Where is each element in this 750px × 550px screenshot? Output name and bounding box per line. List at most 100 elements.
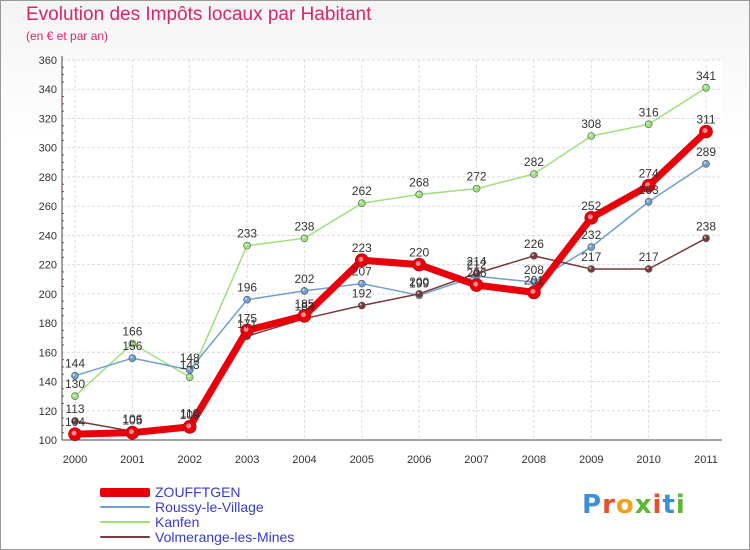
data-point-marker (128, 354, 137, 362)
data-point-marker (644, 265, 653, 273)
data-point (358, 279, 366, 288)
data-point-highlight (587, 214, 593, 220)
y-tick-label: 360 (39, 55, 57, 67)
x-tick-label: 2005 (350, 454, 374, 466)
data-label: 223 (352, 241, 372, 255)
x-tick-label: 2007 (464, 454, 488, 466)
x-tick-label: 2002 (177, 454, 201, 466)
data-point (355, 253, 369, 268)
data-label: 105 (122, 414, 142, 428)
data-point (587, 243, 596, 251)
data-label: 316 (639, 105, 659, 119)
data-label: 212 (467, 257, 487, 271)
data-label: 272 (467, 170, 487, 184)
data-point-highlight (645, 182, 651, 188)
data-point-marker (243, 241, 251, 250)
data-point-highlight (72, 393, 76, 397)
data-label: 110 (180, 406, 199, 420)
data-label: 263 (639, 183, 659, 197)
data-label: 208 (524, 263, 544, 277)
data-point-highlight (359, 281, 363, 284)
legend-label: Volmerange-les-Mines (155, 529, 295, 545)
data-label: 220 (409, 246, 429, 260)
data-point-marker (185, 373, 194, 381)
data-label: 233 (237, 227, 257, 241)
data-point-marker (530, 252, 538, 260)
y-tick-label: 320 (39, 113, 57, 125)
data-label: 289 (696, 145, 716, 159)
data-label: 268 (409, 175, 429, 189)
data-label: 274 (639, 167, 659, 181)
data-label: 206 (467, 266, 487, 280)
data-point-highlight (531, 171, 535, 175)
data-point (358, 301, 366, 310)
y-tick-label: 260 (39, 201, 57, 213)
y-tick-label: 100 (39, 435, 57, 447)
data-point-highlight (244, 243, 248, 246)
data-point-highlight (530, 288, 536, 294)
data-point-highlight (72, 373, 76, 376)
data-point (472, 269, 481, 278)
data-point-marker (300, 234, 309, 243)
series-line-roussy-le-village (74, 163, 707, 377)
data-point-highlight (473, 281, 479, 287)
data-label: 308 (581, 117, 601, 131)
data-point (587, 132, 596, 140)
data-label: 113 (65, 402, 84, 416)
data-point-marker (472, 184, 481, 193)
y-tick-label: 180 (39, 318, 57, 330)
data-point-marker (415, 190, 423, 199)
logo-letter: P (582, 490, 603, 520)
legend-swatch (100, 536, 150, 538)
data-label: 185 (294, 297, 314, 311)
data-label: 201 (524, 273, 544, 287)
x-tick-label: 2000 (63, 454, 87, 466)
data-label: 104 (65, 415, 85, 429)
data-point (472, 184, 481, 193)
y-tick-label: 240 (39, 230, 57, 242)
data-label: 232 (581, 228, 601, 242)
plot-area (62, 60, 722, 440)
data-label: 143 (180, 358, 200, 372)
data-point (68, 427, 82, 441)
data-label: 109 (180, 408, 200, 422)
data-point (182, 420, 197, 434)
data-point-highlight (415, 261, 421, 267)
data-label: 226 (524, 237, 544, 251)
data-point (699, 124, 713, 139)
data-point (128, 354, 137, 362)
data-point-highlight (589, 244, 592, 248)
data-point-marker (243, 295, 251, 304)
y-tick-label: 200 (39, 289, 57, 301)
data-point-highlight (128, 429, 134, 435)
data-point-highlight (244, 297, 248, 300)
data-point-highlight (302, 236, 305, 239)
legend-swatch (100, 487, 150, 497)
data-label: 217 (581, 250, 601, 264)
x-tick-label: 2003 (235, 454, 259, 466)
data-point (300, 234, 309, 243)
data-point-marker (644, 120, 653, 129)
data-label: 166 (122, 325, 142, 339)
x-tick-label: 2009 (579, 454, 603, 466)
data-point (128, 339, 137, 348)
data-label: 171 (237, 317, 257, 331)
data-point (587, 265, 596, 273)
data-point (240, 323, 254, 338)
x-tick-label: 2008 (522, 454, 546, 466)
data-point-highlight (646, 199, 649, 202)
data-label: 106 (122, 412, 142, 426)
data-point (644, 197, 653, 206)
data-point (71, 417, 79, 425)
data-point (530, 252, 538, 260)
data-label: 200 (409, 275, 429, 289)
data-point-marker (415, 290, 423, 298)
y-tick-label: 220 (39, 260, 57, 272)
data-point (641, 178, 656, 193)
data-point-highlight (703, 236, 707, 239)
data-point (644, 265, 653, 273)
data-point-highlight (358, 256, 364, 262)
data-point-highlight (702, 128, 708, 134)
logo-letter: r (602, 490, 616, 520)
